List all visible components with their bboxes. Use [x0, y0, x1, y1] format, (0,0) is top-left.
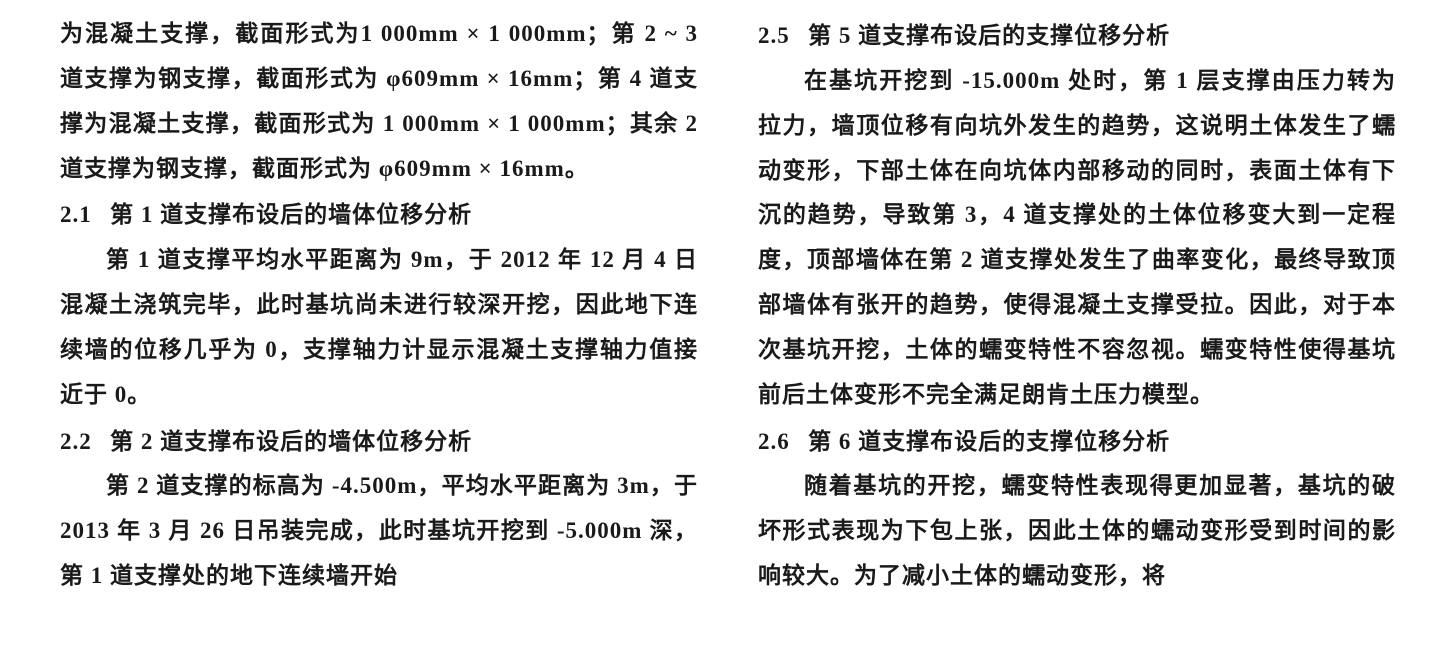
heading-number: 2.2 — [60, 420, 92, 465]
section-heading-2-1: 2.1 第 1 道支撑布设后的墙体位移分析 — [60, 193, 698, 238]
section-heading-2-6: 2.6 第 6 道支撑布设后的支撑位移分析 — [758, 420, 1396, 465]
heading-number: 2.6 — [758, 420, 790, 465]
right-column: 2.5 第 5 道支撑布设后的支撑位移分析 在基坑开挖到 -15.000m 处时，… — [758, 12, 1396, 660]
heading-number: 2.5 — [758, 14, 790, 59]
heading-title: 第 2 道支撑布设后的墙体位移分析 — [110, 429, 472, 454]
heading-title: 第 6 道支撑布设后的支撑位移分析 — [808, 429, 1170, 454]
paragraph-text: 第 1 道支撑平均水平距离为 9m，于 2012 年 12 月 4 日混凝土浇筑… — [60, 238, 698, 417]
paragraph-text: 为混凝土支撑，截面形式为1 000mm × 1 000mm；第 2 ~ 3 道支… — [60, 12, 698, 191]
paragraph-text: 第 2 道支撑的标高为 -4.500m，平均水平距离为 3m，于 2013 年 … — [60, 464, 698, 599]
left-column: 为混凝土支撑，截面形式为1 000mm × 1 000mm；第 2 ~ 3 道支… — [60, 12, 698, 660]
section-heading-2-5: 2.5 第 5 道支撑布设后的支撑位移分析 — [758, 14, 1396, 59]
paragraph-text: 在基坑开挖到 -15.000m 处时，第 1 层支撑由压力转为拉力，墙顶位移有向… — [758, 59, 1396, 418]
section-heading-2-2: 2.2 第 2 道支撑布设后的墙体位移分析 — [60, 420, 698, 465]
heading-title: 第 5 道支撑布设后的支撑位移分析 — [808, 23, 1170, 48]
heading-title: 第 1 道支撑布设后的墙体位移分析 — [110, 202, 472, 227]
paragraph-text: 随着基坑的开挖，蠕变特性表现得更加显著，基坑的破坏形式表现为下包上张，因此土体的… — [758, 464, 1396, 599]
heading-number: 2.1 — [60, 193, 92, 238]
